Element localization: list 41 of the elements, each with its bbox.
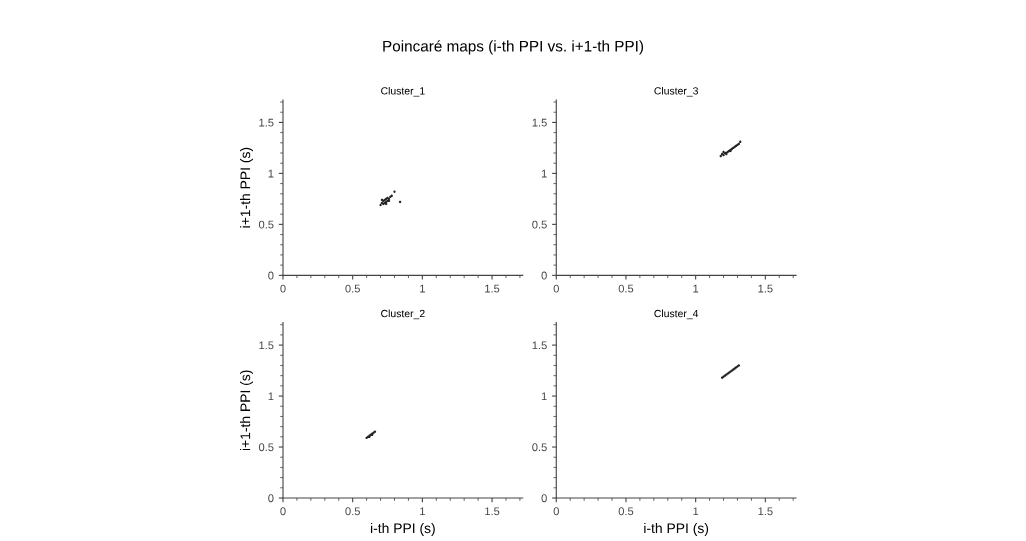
x-tick-label: 0 — [280, 284, 286, 293]
y-tick-label: 1 — [541, 169, 547, 178]
x-tick-label: 1.5 — [758, 284, 773, 293]
y-tick-label: 0.5 — [532, 443, 547, 452]
y-tick-label: 0 — [268, 271, 274, 280]
x-tick-label: 0 — [280, 507, 286, 516]
y-tick-label: 0.5 — [258, 220, 274, 229]
chart-title: Cluster_3 — [654, 86, 698, 97]
x-tick-label: 0.5 — [345, 284, 360, 293]
y-tick-label: 0 — [268, 494, 274, 503]
x-tick-label: 1.5 — [758, 507, 773, 516]
x-tick-label: 1 — [420, 284, 425, 293]
x-tick-label: 0.5 — [618, 284, 634, 293]
y-tick-label: 1.5 — [532, 118, 547, 127]
x-tick-label: 1 — [693, 507, 699, 516]
text: Poincaré maps (i-th PPI vs. i+1-th PPI) — [383, 40, 644, 55]
x-tick-label: 0.5 — [345, 507, 360, 516]
y-tick-label: 0.5 — [258, 443, 274, 452]
x-tick-label: 0.5 — [618, 507, 634, 516]
y-tick-label: 0.5 — [532, 220, 547, 229]
y-tick-label: 0 — [541, 494, 547, 503]
x-tick-label: 1.5 — [485, 284, 500, 293]
x-tick-label: 1.5 — [485, 507, 500, 516]
y-tick-label: 1 — [268, 392, 274, 401]
x-axis-title: i-th PPI (s) — [644, 522, 709, 536]
x-axis-title: i-th PPI (s) — [370, 522, 435, 536]
x-tick-label: 1 — [420, 507, 425, 516]
y-axis-title: i+1-th PPI (s) — [240, 147, 253, 228]
x-tick-label: 0 — [553, 507, 559, 516]
y-axis-title: i+1-th PPI (s) — [240, 370, 253, 451]
y-tick-label: 1.5 — [259, 118, 274, 127]
chart-title: Cluster_2 — [381, 309, 425, 320]
y-tick-label: 0 — [541, 271, 547, 280]
chart-title: Cluster_1 — [381, 86, 425, 97]
chart-title: Cluster_4 — [654, 309, 699, 320]
y-tick-label: 1 — [268, 169, 274, 178]
y-tick-label: 1 — [541, 392, 547, 401]
x-tick-label: 1 — [693, 284, 699, 293]
y-tick-label: 1.5 — [259, 341, 274, 350]
y-tick-label: 1.5 — [532, 341, 547, 350]
x-tick-label: 0 — [553, 284, 559, 293]
